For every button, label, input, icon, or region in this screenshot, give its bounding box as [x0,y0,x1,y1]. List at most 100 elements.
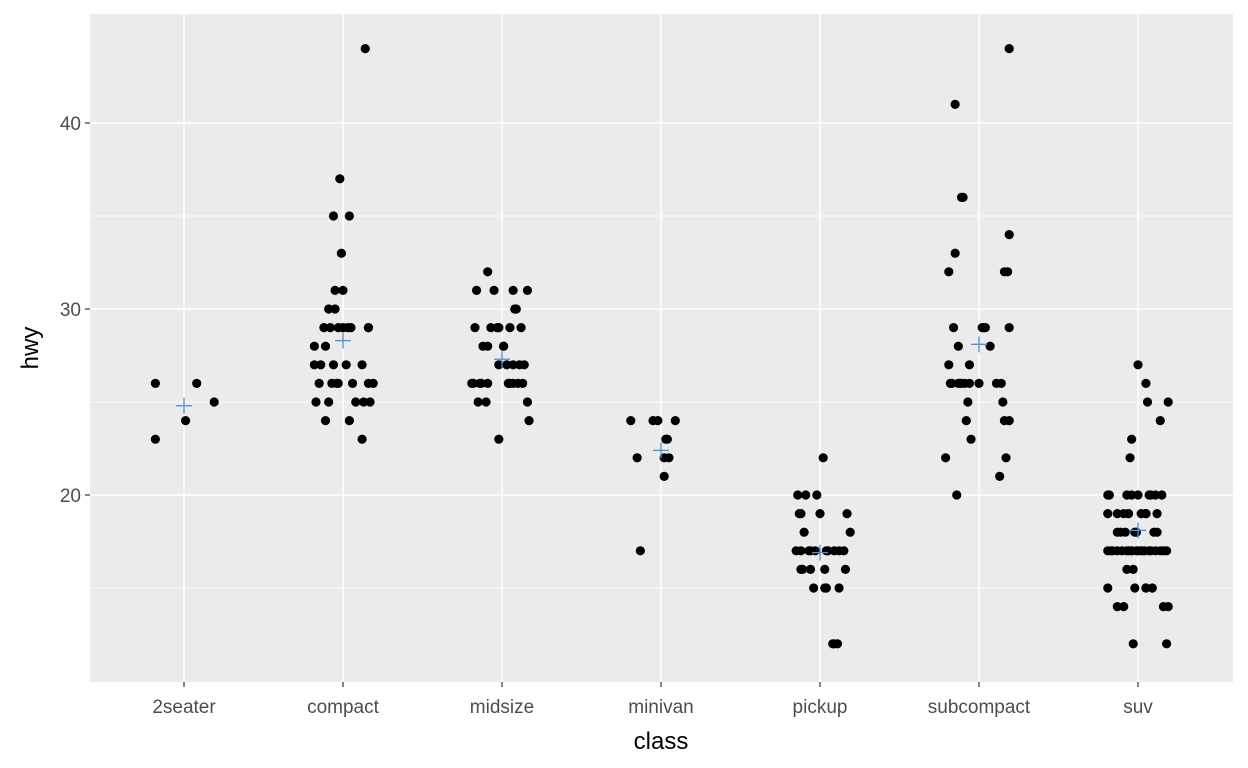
data-point [952,490,962,500]
data-point [481,397,491,407]
data-point [985,341,995,351]
data-point [1125,453,1135,463]
mean-markers [176,332,1146,561]
data-point [1103,490,1113,500]
data-point [351,397,361,407]
data-point [311,397,321,407]
data-point [998,397,1008,407]
x-tick-label: midsize [470,697,534,718]
x-tick-label: minivan [628,697,693,718]
data-point [483,378,493,388]
data-point [842,508,852,519]
data-point [324,397,334,407]
data-point [1141,508,1151,519]
data-point [344,211,354,221]
data-point [1141,583,1151,593]
data-point [1004,323,1014,333]
data-point [840,564,851,575]
data-point [964,378,975,388]
data-point [659,471,669,481]
y-axis-title: hwy [17,327,44,370]
data-point [1103,583,1113,593]
major-gridlines [90,14,1233,682]
data-point [514,360,525,370]
data-point [799,527,809,537]
data-point [498,341,509,351]
data-point [1127,434,1137,444]
data-point [945,378,955,388]
data-point [796,508,806,519]
data-point [336,248,347,258]
data-point [1122,490,1132,500]
data-point [944,267,954,277]
data-point [1162,639,1172,649]
data-point [522,285,533,295]
x-axis: 2seater compact midsize minivan pickup subcom… [152,682,1153,718]
data-point [180,416,191,426]
data-point [1131,546,1142,556]
data-point [966,434,976,444]
data-point [801,490,811,500]
data-point [320,416,331,426]
data-point [325,323,335,333]
data-point [670,416,680,426]
data-point [1158,546,1169,556]
data-point [948,323,959,333]
data-point [209,397,219,407]
data-point [489,285,499,295]
data-point [664,453,674,463]
data-point [950,99,960,109]
data-point [327,378,337,388]
data-point [494,434,504,444]
data-point [494,323,504,333]
data-point [330,304,340,314]
data-point [524,416,534,426]
data-point [1130,583,1140,593]
data-point [845,527,855,537]
data-point [834,583,844,593]
data-point [809,583,819,593]
data-point [829,639,839,649]
data-point [653,416,663,426]
data-point [1123,546,1134,556]
data-point [359,397,369,407]
data-point [820,564,830,575]
data-point [1146,490,1156,500]
data-point [991,378,1002,388]
x-tick-label: pickup [793,697,848,718]
data-point [319,323,329,333]
data-point [812,490,822,500]
data-point [341,360,351,370]
data-point [363,323,374,333]
data-point [1115,527,1126,537]
data-point [1152,527,1162,537]
data-point [635,546,645,556]
data-point [995,471,1005,481]
y-axis: 20 30 40 [60,114,90,507]
data-point [357,434,367,444]
data-point [192,378,202,388]
data-point [953,341,963,351]
data-point [150,378,160,388]
data-point [796,546,806,556]
data-point [1122,564,1132,575]
data-point [632,453,642,463]
data-point [1133,490,1143,500]
data-point [963,397,973,407]
data-point [513,378,523,388]
data-points [150,44,1173,649]
data-point [494,360,504,370]
data-point [343,323,353,333]
data-point [820,583,830,593]
data-point [511,304,521,314]
data-point [150,434,160,444]
data-point [1141,378,1151,388]
data-point [483,341,493,351]
data-point [1004,416,1014,426]
data-point [974,378,984,388]
data-point [309,341,319,351]
data-point [1004,230,1014,240]
data-point [1106,546,1116,556]
data-point [1150,546,1161,556]
data-point [344,416,354,426]
